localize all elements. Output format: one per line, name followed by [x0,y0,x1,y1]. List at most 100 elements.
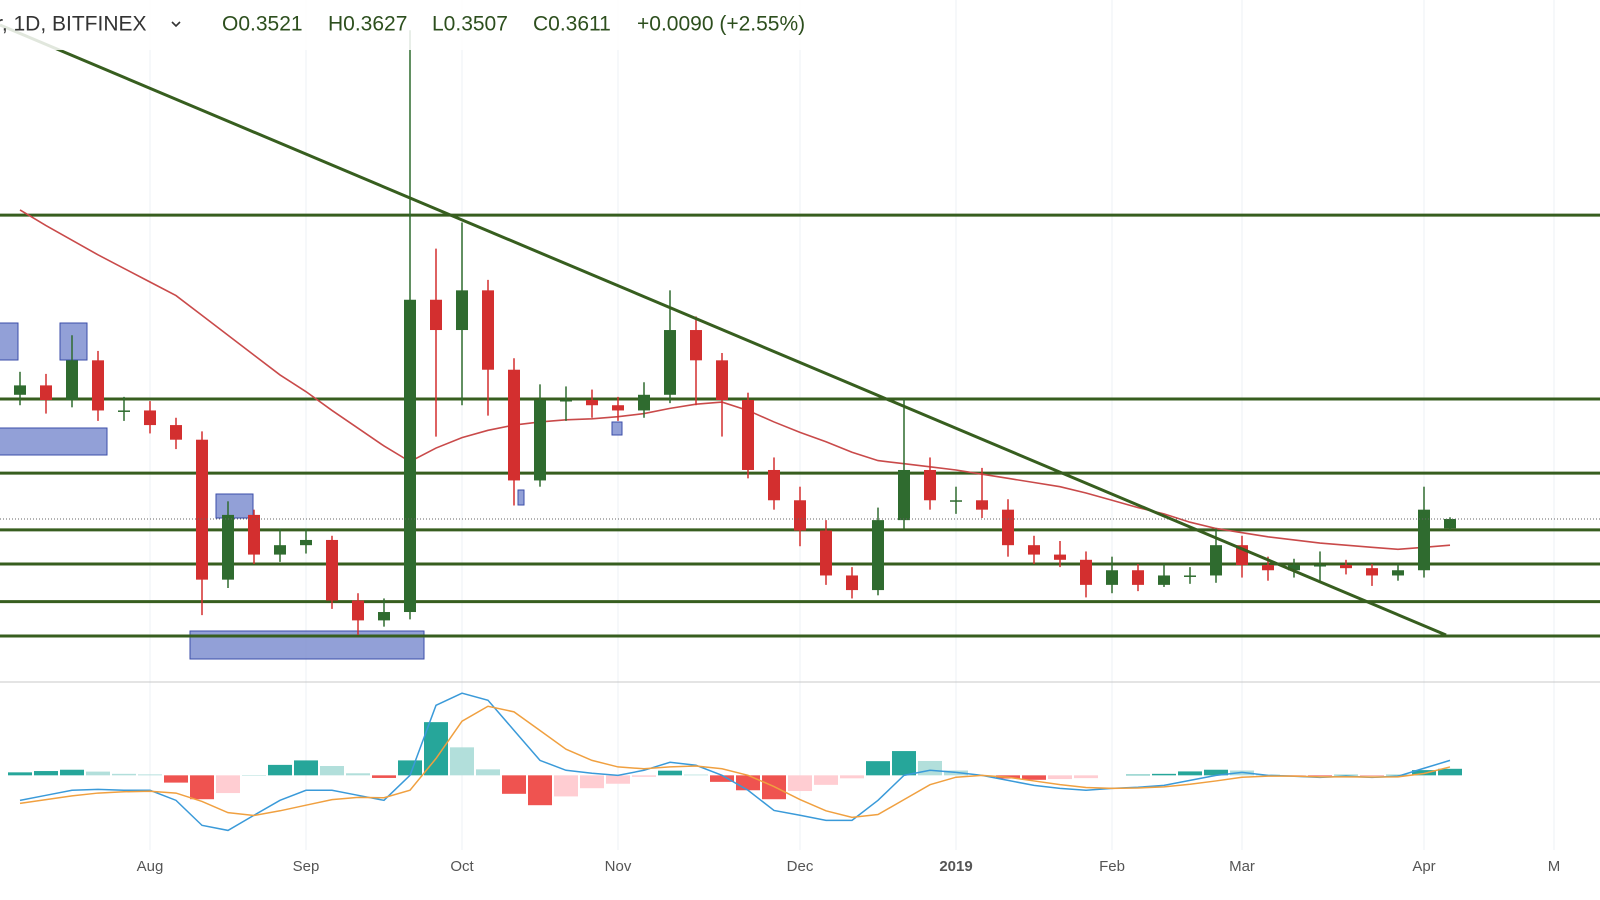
macd-histogram-bar [138,774,162,776]
macd-histogram-bar [216,775,240,794]
macd-histogram-bar [450,747,474,776]
candle-body [898,469,910,521]
macd-histogram-bar [294,760,318,776]
candle-body [924,469,936,501]
candle-body [196,439,208,580]
candle-body [638,394,650,411]
macd-histogram-bar [1152,773,1176,776]
candle-body [456,290,468,331]
ohlc-label: O0.3521 [222,13,303,36]
candle-body [352,600,364,621]
candle-body [1288,565,1300,571]
candle-body [586,400,598,406]
candle-body [274,545,286,555]
candle-body [1132,570,1144,585]
macd-histogram-bar [1022,775,1046,780]
macd-histogram-bar [736,775,760,791]
candle-body [1366,568,1378,576]
x-tick-label: Sep [293,858,320,875]
candle-body [66,360,78,401]
candle-body [846,575,858,591]
candle-body [534,400,546,481]
ohlc-label: L0.3507 [432,13,508,36]
candle-body [300,539,312,546]
macd-histogram-bar [892,751,916,776]
candle-body [40,385,52,401]
candle-body [1002,509,1014,546]
candle-body [1210,545,1222,576]
macd-histogram-bar [346,773,370,776]
candle-body [1392,570,1404,576]
macd-histogram-bar [476,769,500,776]
candle-body [14,385,26,395]
macd-histogram-bar [814,775,838,785]
macd-histogram-bar [658,770,682,776]
macd-histogram-bar [554,775,578,797]
signal-line [19,705,1451,819]
zone-box [215,493,254,519]
grid-layer [149,0,1555,850]
candle-body [820,530,832,576]
macd-histogram-bar [1438,768,1462,776]
macd-histogram-bar [60,769,84,776]
candle-body [560,400,572,402]
candle-body [482,290,494,370]
candle-body [1054,554,1066,560]
macd-histogram-bar [268,764,292,776]
macd-histogram-bar [606,775,630,784]
candle-body [1418,509,1430,571]
candle-body [768,469,780,501]
x-tick-label: 2019 [939,858,972,875]
change-label: +0.0090 (+2.55%) [637,13,805,36]
chevron-icon[interactable] [171,21,181,28]
macd-histogram-bar [34,771,58,776]
macd-histogram-bar [1074,775,1098,779]
candle-body [144,410,156,426]
macd-histogram-bar [190,775,214,800]
candle-body [1080,559,1092,585]
candle-body [378,612,390,621]
macd-histogram-bar [1308,775,1332,776]
macd-histogram-bar [164,775,188,783]
macd-layer [8,692,1462,832]
candle-body [508,369,520,481]
candle-body [1314,565,1326,567]
moving-average [19,209,1451,551]
candle-body [170,425,182,440]
x-tick-label: Mar [1229,858,1255,875]
candle-body [248,514,260,555]
candle-body [1444,518,1456,529]
candle-body [1028,545,1040,555]
macd-histogram-bar [1204,769,1228,776]
macd-histogram-bar [840,775,864,779]
candle-body [430,299,442,331]
candle-body [92,360,104,411]
x-tick-label: Nov [605,858,632,875]
candle-body [1158,575,1170,585]
macd-histogram-bar [1386,774,1410,776]
symbol[interactable]: r, 1D, BITFINEX [0,13,147,36]
candle-body [222,514,234,580]
macd-histogram-bar [1126,774,1150,776]
x-tick-label: M [1548,858,1561,875]
macd-histogram-bar [1048,775,1072,780]
macd-histogram-bar [1178,771,1202,776]
macd-histogram-bar [398,760,422,776]
ohlc-label: H0.3627 [328,13,407,36]
ohlc-label: C0.3611 [533,13,611,36]
macd-histogram-bar [1334,774,1358,776]
candle-body [742,400,754,470]
macd-histogram-bar [424,722,448,776]
candle-body [1184,575,1196,577]
trend-line [0,23,1447,637]
x-tick-label: Oct [450,858,474,875]
macd-histogram-bar [632,775,656,777]
macd-histogram-bar [86,771,110,776]
plot-layer [0,30,1600,638]
zone-box [0,427,108,456]
candle-body [872,520,884,591]
candle-body [326,539,338,601]
candle-body [118,410,130,412]
